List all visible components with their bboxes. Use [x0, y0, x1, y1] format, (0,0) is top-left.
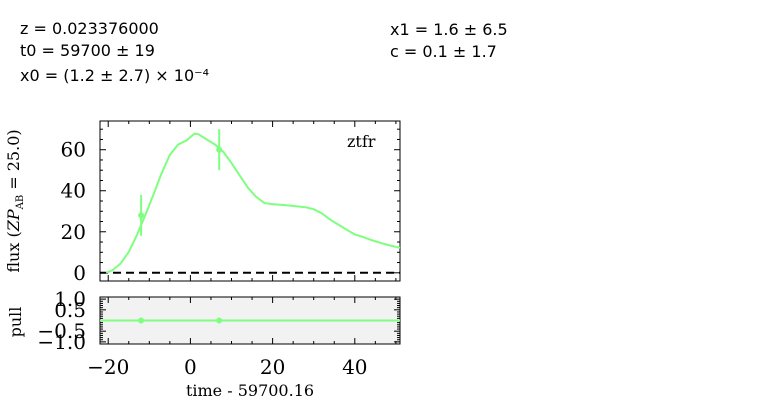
- fit-parameters: z = 0.023376000 t0 = 59700 ± 19 x0 = (1.…: [20, 19, 508, 85]
- param-t0: t0 = 59700 ± 19: [20, 41, 155, 60]
- x-tick-label: 0: [184, 355, 197, 379]
- pull-panel: 1.00.5−0.5−1.0 pull −20 0 20 40 time - 5970…: [6, 287, 401, 400]
- x-axis-label: time - 59700.16: [186, 381, 314, 400]
- flux-y-tick-label: 40: [61, 179, 86, 203]
- flux-axis-tick-labels: 0 20 40 60: [61, 138, 86, 285]
- pull-axis-tick-labels: 1.00.5−0.5−1.0: [37, 287, 86, 354]
- pull-axis-ticks: [100, 296, 400, 345]
- model-curve: [105, 132, 401, 274]
- pull-data-point: [216, 317, 223, 324]
- pull-y-tick-label: 1.0: [54, 287, 86, 311]
- flux-y-tick-label: 20: [61, 220, 86, 244]
- param-z: z = 0.023376000: [20, 19, 159, 38]
- pull-axis-label: pull: [6, 307, 25, 338]
- flux-data-point: [216, 146, 223, 153]
- flux-y-tick-label: 60: [61, 138, 86, 162]
- pull-data-point: [138, 317, 145, 324]
- flux-axis-ticks: [100, 121, 400, 281]
- flux-axis-label: flux (ZPAB = 25.0): [4, 129, 26, 272]
- pull-y-tick-label: −0.5: [37, 319, 86, 343]
- flux-data-points: [138, 129, 223, 236]
- flux-data-point: [138, 212, 145, 219]
- param-x0: x0 = (1.2 ± 2.7) × 10⁻⁴: [20, 66, 209, 85]
- pull-data-points: [138, 317, 223, 324]
- param-c: c = 0.1 ± 1.7: [390, 42, 497, 61]
- flux-panel: 0 20 40 60 ztfr flux (ZPAB = 25.0): [4, 120, 401, 285]
- flux-y-tick-label: 0: [73, 261, 86, 285]
- x-axis-tick-labels: −20 0 20 40: [87, 355, 367, 379]
- pull-y-tick-label: −1.0: [37, 330, 86, 354]
- x-tick-label: −20: [87, 355, 129, 379]
- pull-y-tick-label: 0.5: [54, 298, 86, 322]
- param-x1: x1 = 1.6 ± 6.5: [390, 20, 508, 39]
- band-label: ztfr: [347, 132, 376, 151]
- x-tick-label: 40: [342, 355, 367, 379]
- x-tick-label: 20: [260, 355, 285, 379]
